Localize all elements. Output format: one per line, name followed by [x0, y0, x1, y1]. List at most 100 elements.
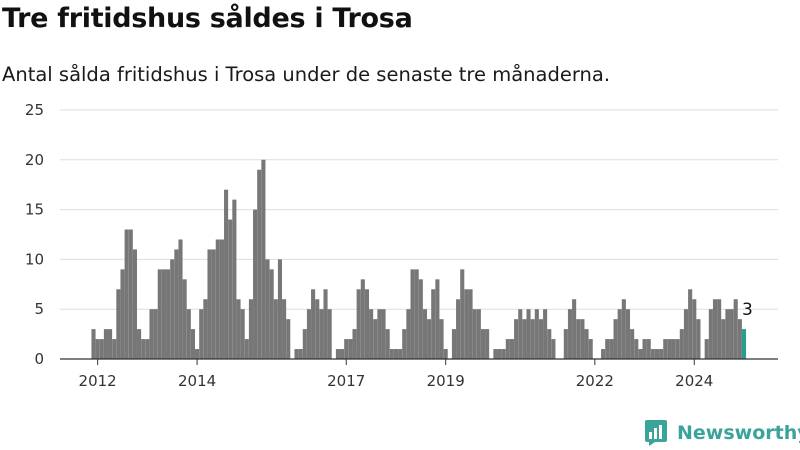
bar: [99, 339, 104, 359]
bar: [538, 319, 544, 359]
bar: [344, 339, 349, 359]
x-tick-label: 2014: [178, 372, 216, 390]
bar: [286, 319, 291, 359]
bar: [427, 319, 432, 359]
bar: [646, 339, 651, 359]
bar: [186, 309, 191, 359]
bar: [398, 349, 403, 359]
bar: [128, 229, 133, 359]
newsworthy-logo: Newsworthy: [645, 420, 800, 446]
bar: [696, 319, 701, 359]
bar: [410, 269, 415, 359]
bar: [116, 289, 121, 359]
bar: [729, 309, 734, 359]
bar: [679, 329, 684, 359]
bar: [671, 339, 676, 359]
bar: [298, 349, 303, 359]
bar: [613, 319, 618, 359]
bar: [431, 289, 436, 359]
bar: [170, 259, 175, 359]
bar: [103, 329, 108, 359]
bar: [456, 299, 461, 359]
bar: [149, 309, 154, 359]
bar: [572, 299, 577, 359]
bar: [443, 349, 448, 359]
bar: [257, 169, 262, 359]
bar: [306, 309, 311, 359]
bar: [567, 309, 573, 359]
bar: [273, 299, 278, 359]
bar: [323, 289, 328, 359]
bar: [621, 299, 626, 359]
bar: [733, 299, 738, 359]
bar: [174, 249, 179, 359]
bar: [650, 349, 655, 359]
bar: [708, 309, 713, 359]
bar: [505, 339, 510, 359]
bar: [435, 279, 440, 359]
bar: [360, 279, 365, 359]
bar: [369, 309, 374, 359]
y-tick-label: 5: [34, 300, 44, 318]
bar: [265, 259, 270, 359]
bar: [393, 349, 399, 359]
bar: [605, 339, 610, 359]
bar: [211, 249, 216, 359]
bar: [675, 339, 680, 359]
bar: [460, 269, 465, 359]
bar: [422, 309, 428, 359]
bar: [485, 329, 490, 359]
bar: [141, 339, 146, 359]
newsworthy-logo-icon: [645, 420, 667, 446]
bar: [190, 329, 195, 359]
bar: [381, 309, 386, 359]
bar-latest: [741, 329, 747, 359]
bar: [534, 309, 539, 359]
bar: [108, 329, 113, 359]
bar: [352, 329, 357, 359]
bar: [95, 339, 100, 359]
bar: [277, 259, 282, 359]
bar: [389, 349, 394, 359]
bar: [91, 329, 96, 359]
bar: [124, 229, 129, 359]
bar: [166, 269, 171, 359]
bar: [232, 199, 237, 359]
bar: [526, 309, 531, 359]
bar: [688, 289, 693, 359]
bar: [522, 319, 527, 359]
chart-subtitle: Antal sålda fritidshus i Trosa under de …: [2, 63, 611, 86]
bar: [414, 269, 419, 359]
bar: [340, 349, 345, 359]
bar: [335, 349, 341, 359]
bar: [543, 309, 548, 359]
bar: [493, 349, 498, 359]
bar: [161, 269, 166, 359]
bar: [625, 309, 631, 359]
bar: [120, 269, 125, 359]
y-tick-label: 15: [25, 201, 44, 219]
bar: [630, 329, 635, 359]
y-tick-label: 10: [25, 250, 44, 268]
bar: [356, 289, 361, 359]
bar: [609, 339, 614, 359]
bar: [704, 339, 709, 359]
bar: [311, 289, 316, 359]
bar: [178, 239, 183, 359]
bar: [518, 309, 523, 359]
bar: [638, 349, 643, 359]
bar: [468, 289, 473, 359]
bar: [228, 219, 233, 359]
bar: [157, 269, 162, 359]
x-axis-ticks: 2012 2014 2017 2019 2022 2024: [79, 359, 713, 390]
bar: [551, 339, 556, 359]
bar: [667, 339, 672, 359]
bar: [683, 309, 689, 359]
bar: [282, 299, 287, 359]
bar: [203, 299, 208, 359]
bar: [373, 319, 378, 359]
bar: [248, 299, 253, 359]
bar: [236, 299, 241, 359]
bar: [439, 319, 444, 359]
